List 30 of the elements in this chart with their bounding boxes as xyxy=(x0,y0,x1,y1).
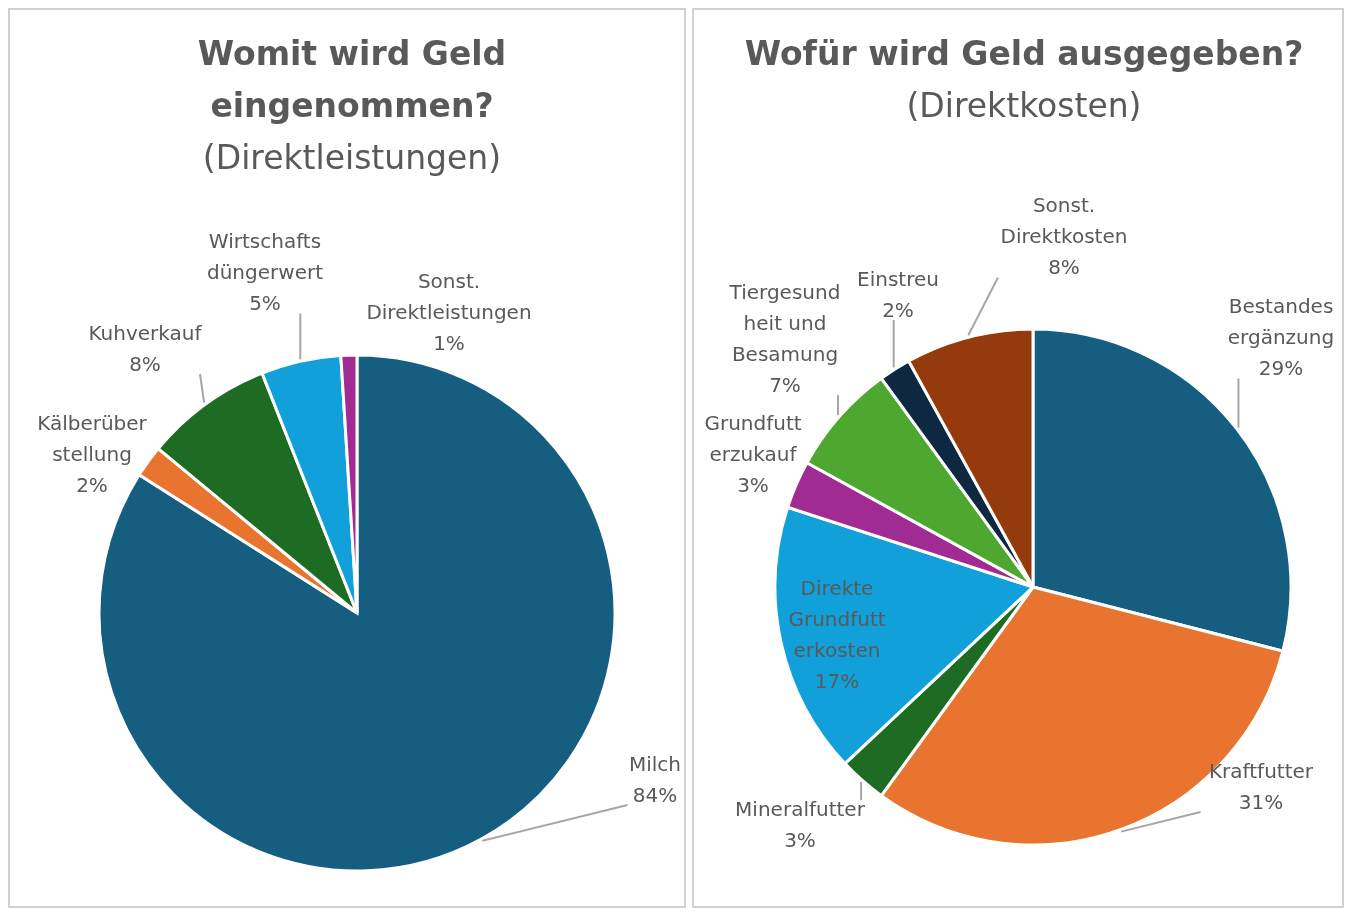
slice-label: Tiergesund heit und Besamung xyxy=(728,279,841,365)
data-label: 3% xyxy=(784,827,816,851)
data-label: 7% xyxy=(769,372,801,396)
data-label: 2% xyxy=(882,297,914,321)
chart-title: Womit wird Geld eingenommen? xyxy=(196,33,508,127)
data-label: 84% xyxy=(632,782,678,806)
data-label: 29% xyxy=(1258,355,1304,380)
slice-label: Milch xyxy=(628,751,682,775)
slice-label: Bestandes ergänzung xyxy=(1227,293,1335,349)
data-label: 17% xyxy=(814,668,860,692)
slice-label: Kälberüber stellung xyxy=(37,410,148,466)
slice-label: Direkte Grundfutt erkosten xyxy=(788,575,886,661)
slice-label: Kuhverkauf xyxy=(88,320,203,344)
data-label: 2% xyxy=(76,472,108,497)
slice-label: Kraftfutter xyxy=(1208,758,1314,782)
chart-subtitle: (Direktleistungen) xyxy=(201,137,503,179)
chart-title: Wofür wird Geld ausgegeben? xyxy=(743,33,1305,75)
slice-label: Mineralfutter xyxy=(735,796,866,820)
data-label: 1% xyxy=(433,330,465,355)
slice-label: Einstreu xyxy=(857,266,939,290)
slice-label: Wirtschafts düngerwert xyxy=(207,228,324,284)
data-label: 5% xyxy=(249,290,281,315)
chart-subtitle: (Direktkosten) xyxy=(905,85,1143,127)
data-label: 8% xyxy=(1048,254,1080,279)
data-label: 3% xyxy=(737,472,769,497)
data-label: 31% xyxy=(1238,789,1284,813)
data-label: 8% xyxy=(129,351,161,375)
slice-label: Sonst. Direktkosten xyxy=(1000,192,1128,248)
slice-label: Grundfutt erzukauf xyxy=(704,410,802,466)
slice-label: Sonst. Direktleistungen xyxy=(366,268,532,324)
